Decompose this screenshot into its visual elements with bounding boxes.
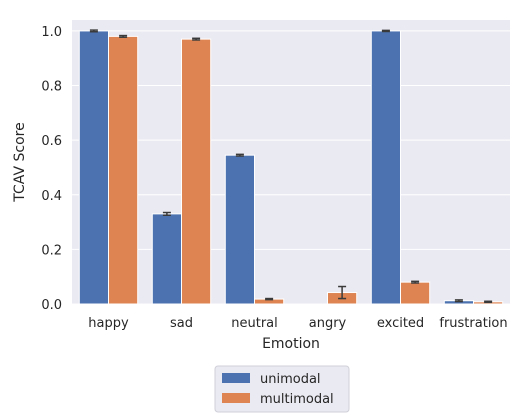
grid-lines	[72, 30, 510, 305]
legend-swatch-unimodal	[222, 373, 250, 383]
y-tick-label: 0.4	[41, 189, 62, 204]
y-axis-title: TCAV Score	[12, 122, 28, 202]
legend-label-unimodal: unimodal	[260, 372, 321, 387]
legend-swatch-multimodal	[222, 393, 250, 403]
x-tick-label-happy: happy	[88, 316, 129, 331]
x-tick-label-excited: excited	[377, 316, 424, 331]
y-tick-label: 0.2	[41, 243, 62, 258]
bar-multimodal-happy	[108, 35, 139, 305]
bars	[78, 30, 504, 305]
bar-unimodal-neutral	[224, 154, 256, 305]
x-axis-title: Emotion	[262, 336, 320, 352]
x-tick-labels: happy sad neutral angry excited frustration	[88, 316, 507, 331]
x-tick-label-sad: sad	[170, 316, 193, 331]
bar-unimodal-excited	[370, 30, 401, 305]
x-tick-label-angry: angry	[309, 316, 347, 331]
legend-label-multimodal: multimodal	[260, 392, 334, 407]
bar-multimodal-excited	[400, 281, 431, 305]
bar-unimodal-sad	[151, 213, 183, 305]
y-tick-label: 0.6	[41, 134, 62, 149]
y-tick-label: 0.0	[41, 298, 62, 313]
bar-unimodal-happy	[78, 30, 110, 305]
plot-background	[72, 20, 510, 304]
y-tick-label: 0.8	[41, 80, 62, 95]
x-tick-label-neutral: neutral	[231, 316, 278, 331]
y-tick-label: 1.0	[41, 25, 62, 40]
error-bars	[89, 29, 493, 304]
x-tick-label-frustration: frustration	[439, 316, 507, 331]
y-tick-labels: 0.0 0.2 0.4 0.6 0.8 1.0	[41, 25, 62, 313]
bar-multimodal-sad	[181, 38, 212, 305]
legend: unimodal multimodal	[214, 365, 350, 413]
